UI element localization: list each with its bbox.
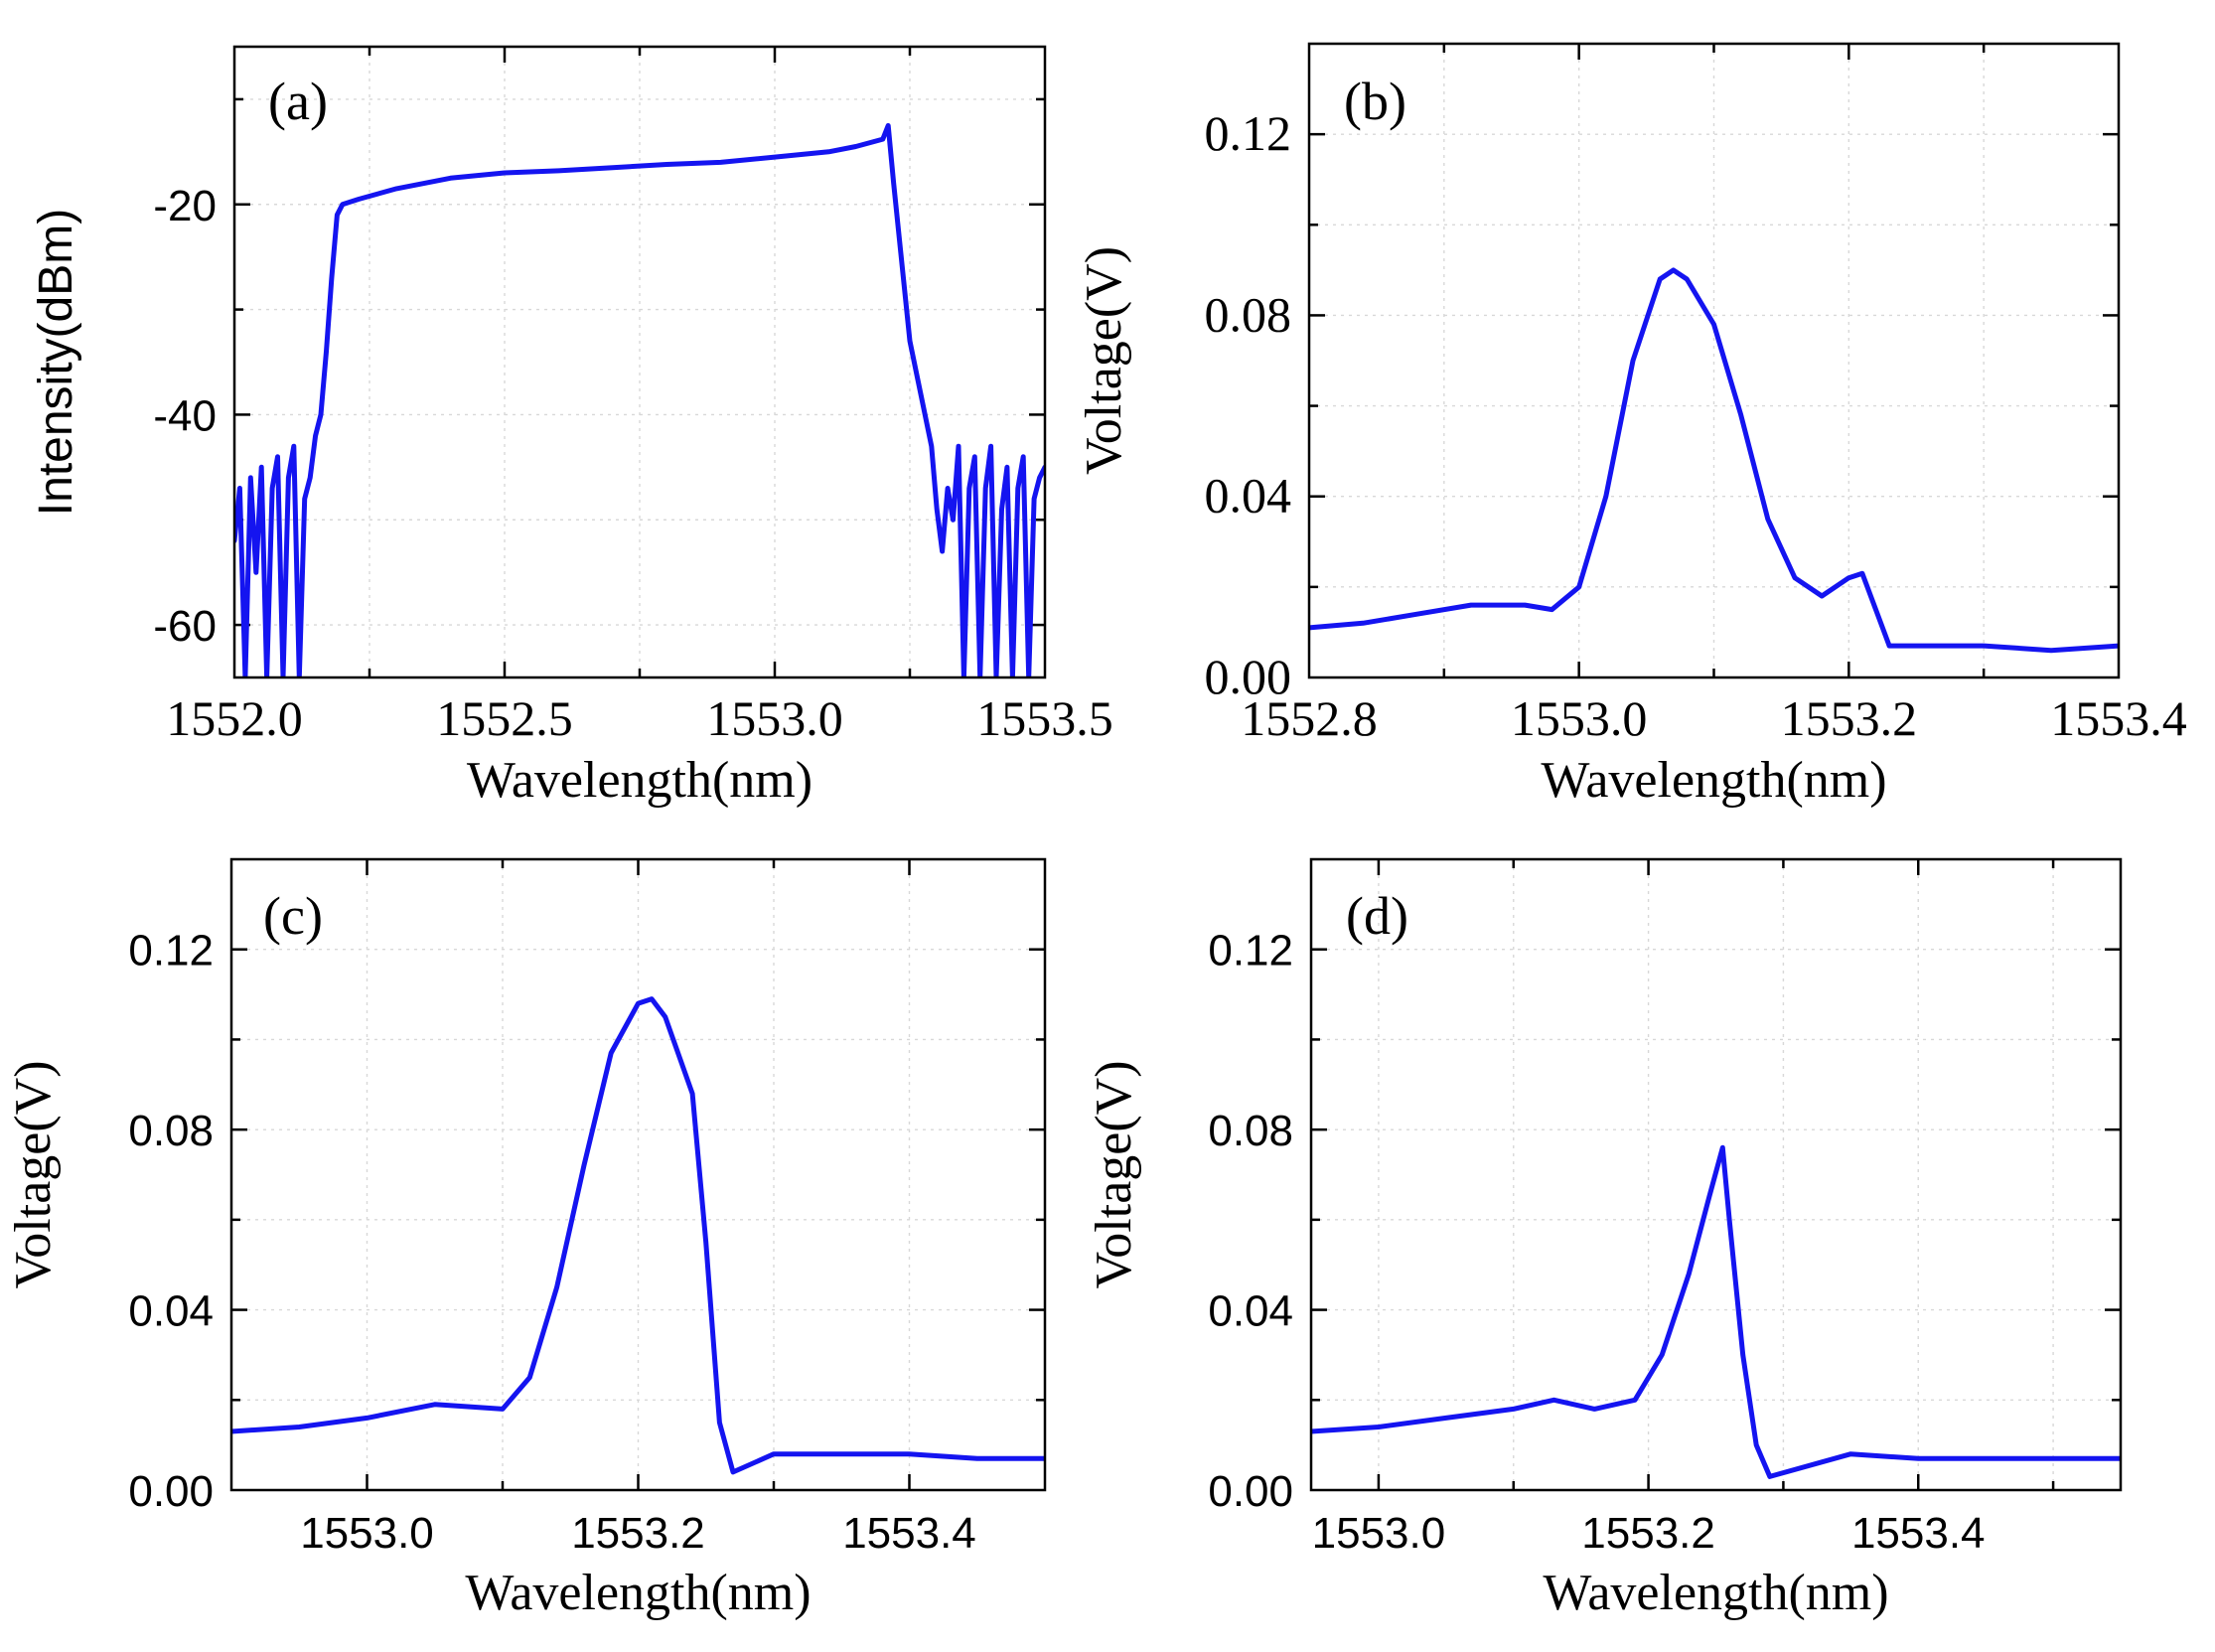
x-tick-label: 1553.0: [1511, 690, 1648, 746]
x-tick-label: 1553.0: [706, 690, 843, 746]
x-tick-label: 1552.8: [1241, 690, 1378, 746]
x-axis-label: Wavelength(nm): [467, 752, 812, 809]
series-line-c: [231, 996, 1045, 1475]
y-tick-label: 0.04: [1208, 1287, 1293, 1336]
y-tick-label: 0.08: [1208, 1107, 1293, 1155]
y-tick-label: 0.12: [1205, 105, 1292, 161]
y-tick-label: 0.00: [1208, 1467, 1293, 1516]
x-tick-label: 1553.0: [300, 1509, 434, 1558]
series-line-d: [1311, 1144, 2121, 1479]
y-axis-label: Voltage(V): [1086, 1060, 1142, 1288]
y-tick-label: 0.00: [1205, 649, 1292, 704]
x-tick-label: 1553.2: [1581, 1509, 1715, 1558]
panel-label: (b): [1344, 72, 1406, 131]
y-tick-label: 0.04: [1205, 468, 1292, 524]
y-tick-label: -40: [153, 391, 217, 440]
panel-label: (a): [268, 72, 328, 131]
x-tick-label: 1552.0: [166, 690, 303, 746]
plot-frame: [1309, 857, 2123, 1492]
x-tick-label: 1553.5: [976, 690, 1113, 746]
x-axis-label: Wavelength(nm): [1543, 1565, 1888, 1621]
y-tick-label: -20: [153, 182, 217, 230]
panel-c: 1553.0 1553.2 1553.4 0.00 0.04 0.08 0.12 Wavele…: [5, 857, 1047, 1621]
panel-label: (c): [263, 886, 323, 946]
x-axis-label: Wavelength(nm): [1541, 752, 1886, 809]
x-tick-label: 1553.2: [1781, 690, 1918, 746]
series-line-a: [234, 122, 1045, 677]
plot-frame: [229, 857, 1047, 1492]
y-tick-label: 0.12: [1208, 927, 1293, 976]
panel-label: (d): [1346, 886, 1408, 946]
panel-b: 1552.8 1553.0 1553.2 1553.4 0.00 0.04 0.08 0.12…: [1076, 42, 2187, 809]
y-axis-label: Intensity(dBm): [30, 209, 82, 516]
panel-d: 1553.0 1553.2 1553.4 0.00 0.04 0.08 0.12 Wavele…: [1086, 857, 2123, 1621]
y-tick-label: 0.12: [128, 927, 214, 976]
y-tick-label: -60: [153, 602, 217, 651]
x-tick-label: 1553.4: [1851, 1509, 1986, 1558]
x-axis-label: Wavelength(nm): [465, 1565, 811, 1621]
plot-frame: [232, 45, 1047, 679]
plot-frame: [1307, 42, 2121, 679]
panel-a: 1552.0 1552.5 1553.0 1553.5 -20 -40 -60 Wavelen…: [30, 45, 1113, 809]
y-axis-label: Voltage(V): [1076, 246, 1132, 475]
y-tick-label: 0.08: [1205, 286, 1292, 342]
x-tick-label: 1552.5: [436, 690, 573, 746]
x-tick-label: 1553.0: [1312, 1509, 1446, 1558]
y-tick-label: 0.04: [128, 1287, 214, 1336]
x-tick-label: 1553.4: [842, 1509, 976, 1558]
y-tick-label: 0.00: [128, 1467, 214, 1516]
series-line-b: [1309, 267, 2119, 654]
x-tick-label: 1553.4: [2050, 690, 2187, 746]
x-tick-label: 1553.2: [571, 1509, 705, 1558]
y-tick-label: 0.08: [128, 1107, 214, 1155]
y-axis-label: Voltage(V): [5, 1060, 62, 1288]
